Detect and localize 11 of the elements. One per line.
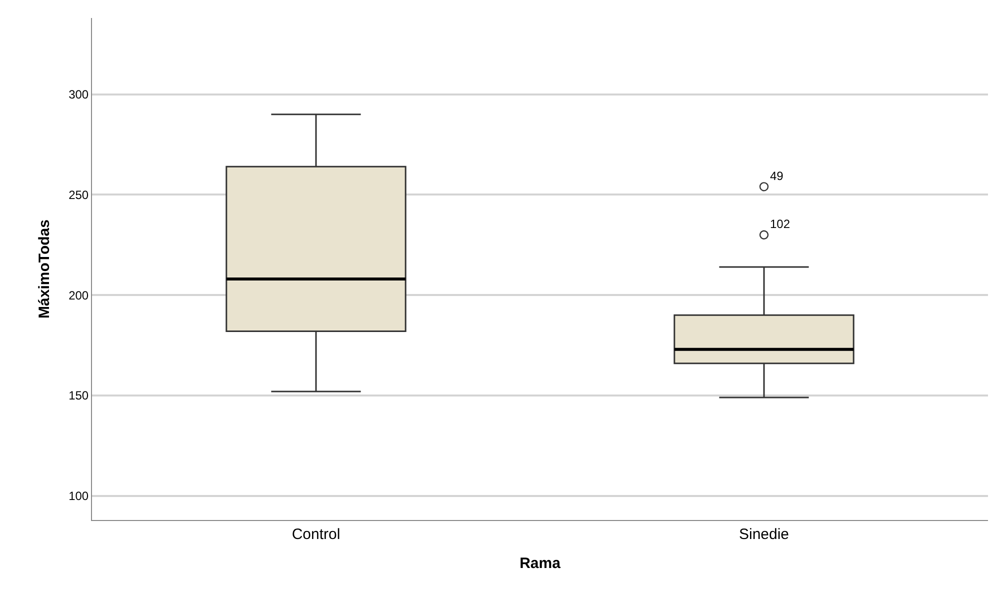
y-tick-label: 250 — [68, 188, 89, 202]
y-tick-label: 150 — [68, 388, 89, 403]
y-tick-label: 300 — [68, 88, 89, 102]
x-tick-label: Sinedie — [738, 526, 790, 543]
y-tick-label: 200 — [68, 288, 89, 302]
x-axis-title: Rama — [520, 555, 562, 572]
y-tick-label: 100 — [68, 489, 89, 504]
annotation: 102 — [770, 217, 790, 231]
annotation: 49 — [770, 169, 784, 183]
y-axis-title: MáximoTodas — [36, 220, 53, 318]
x-tick-label: Control — [292, 526, 340, 543]
